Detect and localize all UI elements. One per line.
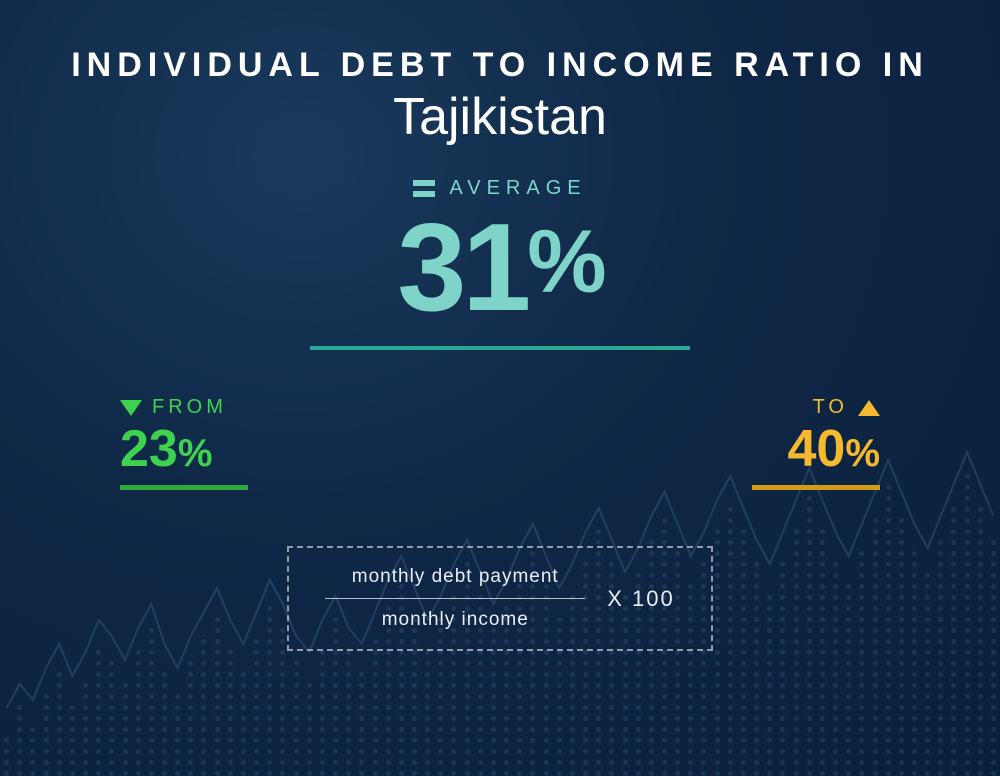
from-number: 23 [120, 420, 178, 478]
formula-fraction: monthly debt payment monthly income [325, 566, 585, 631]
from-value: 23% [120, 423, 248, 475]
content-container: INDIVIDUAL DEBT TO INCOME RATIO IN Tajik… [0, 0, 1000, 776]
to-block: TO 40% [752, 396, 880, 490]
average-number: 31 [397, 199, 527, 337]
to-label-row: TO [813, 396, 880, 419]
formula-numerator: monthly debt payment [352, 566, 559, 588]
fraction-line [325, 598, 585, 599]
average-underline [310, 346, 690, 350]
from-block: FROM 23% [120, 396, 248, 490]
percent-sign: % [527, 211, 602, 311]
from-underline [120, 485, 248, 490]
equals-icon [413, 180, 435, 197]
formula-denominator: monthly income [382, 609, 529, 631]
title-line-2: Tajikistan [393, 87, 607, 147]
percent-sign: % [845, 432, 880, 475]
average-label-row: AVERAGE [413, 177, 586, 200]
percent-sign: % [178, 432, 213, 475]
average-label: AVERAGE [449, 177, 586, 200]
range-row: FROM 23% TO 40% [0, 396, 1000, 490]
average-value: 31% [397, 206, 602, 330]
from-label: FROM [152, 396, 227, 419]
formula-box: monthly debt payment monthly income X 10… [287, 546, 713, 651]
to-value: 40% [787, 423, 880, 475]
title-line-1: INDIVIDUAL DEBT TO INCOME RATIO IN [71, 46, 929, 85]
from-label-row: FROM [120, 396, 248, 419]
to-label: TO [813, 396, 848, 419]
to-number: 40 [787, 420, 845, 478]
triangle-down-icon [120, 400, 142, 416]
average-block: AVERAGE 31% [310, 177, 690, 350]
triangle-up-icon [858, 400, 880, 416]
to-underline [752, 485, 880, 490]
formula-multiplier: X 100 [607, 586, 675, 612]
